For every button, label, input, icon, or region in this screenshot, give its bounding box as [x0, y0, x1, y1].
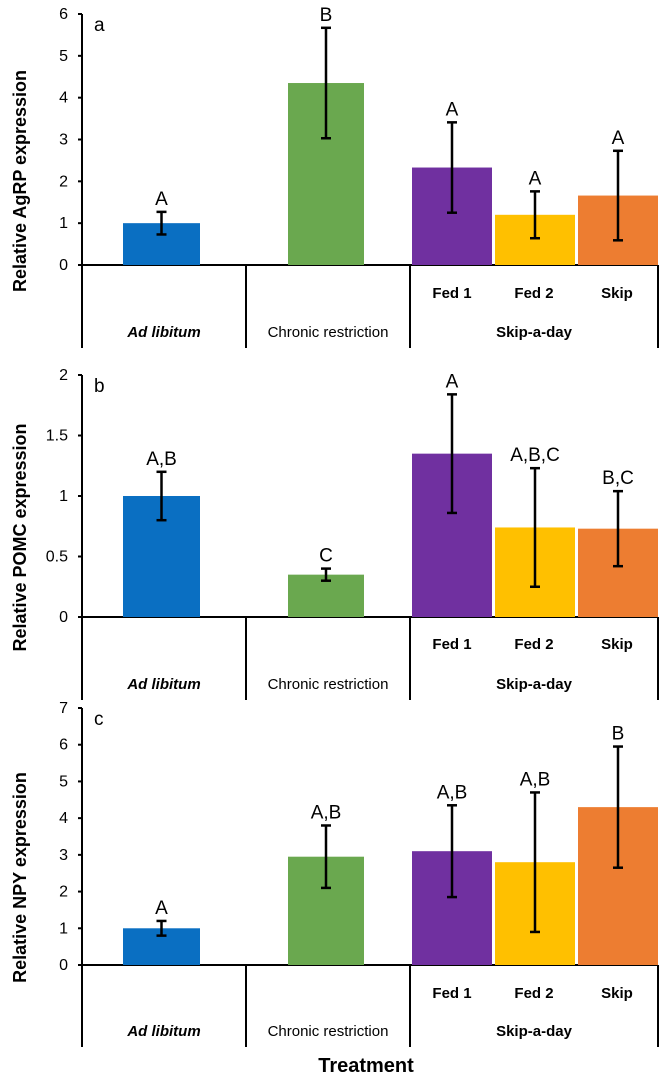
panel-b-y-tick-label: 1.5 [46, 428, 68, 445]
panel-c-significance-label: A [155, 898, 168, 919]
panel-b-category-label: Fed 1 [432, 636, 471, 653]
panel-a-y-tick-label: 3 [59, 132, 68, 149]
panel-a-letter: a [94, 15, 105, 36]
panel-a-y-tick-label: 6 [59, 6, 68, 23]
panel-b-significance-label: A,B [146, 449, 177, 470]
panel-b-y-tick-label: 1 [59, 488, 68, 505]
panel-a-significance-label: B [320, 5, 333, 26]
panel-c-y-tick-label: 3 [59, 847, 68, 864]
panel-c-y-tick-label: 7 [59, 700, 68, 717]
panel-a-y-tick-label: 0 [59, 257, 68, 274]
panel-c-group-label: Ad libitum [126, 1023, 200, 1040]
panel-c-significance-label: A,B [311, 802, 342, 823]
panel-b-y-axis-label: Relative POMC expression [10, 423, 30, 651]
panel-b-significance-label: C [319, 546, 333, 567]
panel-c-y-tick-label: 5 [59, 773, 68, 790]
panel-b-significance-label: B,C [602, 468, 634, 489]
panel-a-significance-label: A [446, 99, 459, 120]
panel-a-group-label: Ad libitum [126, 324, 200, 341]
panel-c-category-label: Skip [601, 985, 633, 1002]
panel-c-significance-label: A,B [520, 769, 551, 790]
panel-b-group-label: Skip-a-day [496, 676, 573, 693]
panel-c-group-label: Skip-a-day [496, 1023, 573, 1040]
panel-a-y-tick-label: 2 [59, 173, 68, 190]
panel-b-group-label: Ad libitum [126, 676, 200, 693]
panel-c-y-tick-label: 1 [59, 920, 68, 937]
panel-b-category-label: Fed 2 [514, 636, 553, 653]
panel-a-group-label: Chronic restriction [268, 324, 389, 341]
panel-c-category-label: Fed 1 [432, 985, 471, 1002]
panel-b-significance-label: A,B,C [510, 445, 560, 466]
x-axis-label: Treatment [318, 1055, 414, 1077]
panel-b-y-tick-label: 0.5 [46, 549, 68, 566]
panel-c-y-tick-label: 6 [59, 737, 68, 754]
panel-a-significance-label: A [155, 189, 168, 210]
panel-b-y-tick-label: 0 [59, 609, 68, 626]
panel-a-category-label: Skip [601, 285, 633, 302]
panel-b-y-tick-label: 2 [59, 367, 68, 384]
panel-b-letter: b [94, 376, 105, 397]
panel-c-y-tick-label: 0 [59, 957, 68, 974]
panel-c-y-tick-label: 4 [59, 810, 68, 827]
panel-a-category-label: Fed 2 [514, 285, 553, 302]
panel-c-letter: c [94, 709, 104, 730]
panel-c-group-label: Chronic restriction [268, 1023, 389, 1040]
panel-c-significance-label: A,B [437, 782, 468, 803]
panel-b-group-label: Chronic restriction [268, 676, 389, 693]
panel-c-significance-label: B [612, 724, 625, 745]
panel-a-y-tick-label: 4 [59, 90, 68, 107]
panel-a-group-label: Skip-a-day [496, 324, 573, 341]
panel-a-significance-label: A [612, 128, 625, 149]
panel-c-y-tick-label: 2 [59, 884, 68, 901]
panel-b-significance-label: A [446, 371, 459, 392]
panel-c-category-label: Fed 2 [514, 985, 553, 1002]
panel-b-category-label: Skip [601, 636, 633, 653]
panel-c-y-axis-label: Relative NPY expression [10, 772, 30, 983]
panel-a-y-axis-label: Relative AgRP expression [10, 70, 30, 292]
panel-a-category-label: Fed 1 [432, 285, 471, 302]
panel-a-significance-label: A [529, 168, 542, 189]
panel-a-y-tick-label: 1 [59, 215, 68, 232]
panel-a-y-tick-label: 5 [59, 48, 68, 65]
